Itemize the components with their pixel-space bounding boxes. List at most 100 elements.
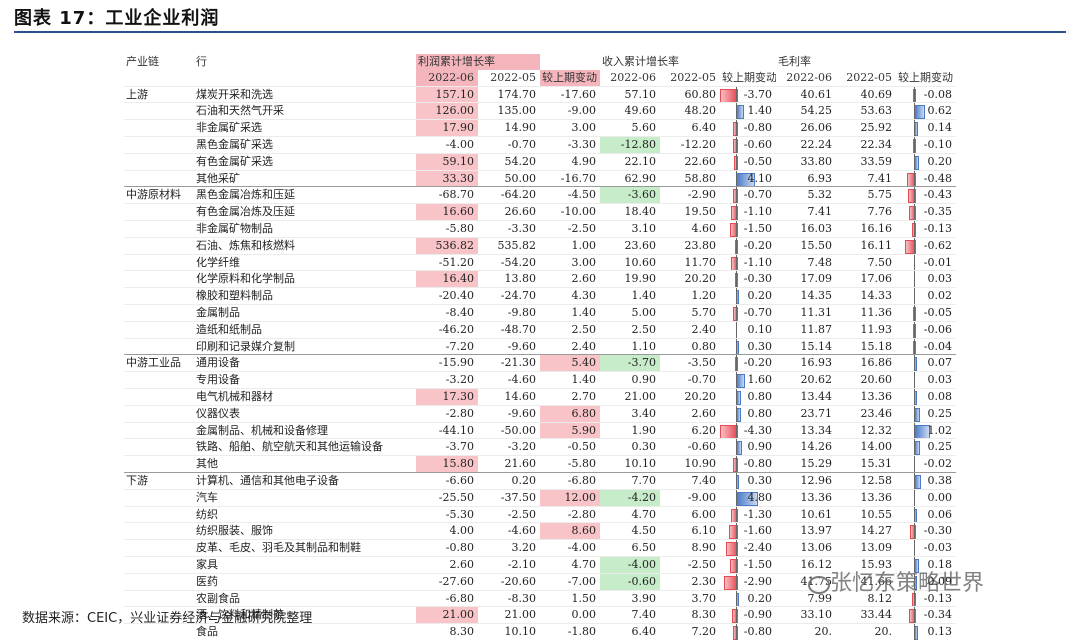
change-value: -0.05 (923, 305, 952, 319)
chain-cell (124, 606, 194, 624)
revenue-change-cell: -0.70 (720, 186, 776, 204)
margin-cell: 25.92 (836, 119, 896, 137)
change-value: 4.10 (747, 171, 773, 185)
chain-cell (124, 219, 194, 238)
change-value: 0.08 (927, 389, 953, 403)
industry-cell: 黑色金属矿采选 (194, 135, 416, 154)
revenue-change-cell: -1.30 (720, 505, 776, 523)
revenue-change-cell: -0.80 (720, 455, 776, 473)
industry-cell: 电气机械和器材 (194, 387, 416, 406)
revenue-cell: 6.40 (660, 119, 720, 137)
decrease-bar (729, 222, 738, 237)
bar-axis (736, 171, 737, 187)
bar-axis (736, 574, 737, 590)
industry-cell: 煤炭开采和洗选 (194, 85, 416, 103)
decrease-bar (909, 525, 916, 540)
profit-cell: -6.60 (416, 471, 478, 490)
revenue-cell: -2.90 (660, 186, 720, 204)
profit-cell: 17.30 (416, 387, 478, 406)
change-value: -0.90 (743, 608, 772, 622)
profit-cell: 174.70 (478, 85, 540, 103)
margin-change-cell: 0.00 (896, 488, 956, 507)
table-row: 黑色金属矿采选 -4.00 -0.70 -3.30 -12.80 -12.20 -0.60 2… (124, 135, 956, 154)
chain-cell (124, 102, 194, 120)
col-header: 2022-06 (610, 70, 656, 84)
industry-cell: 造纸和纸制品 (194, 320, 416, 339)
chain-cell: 中游原材料 (124, 186, 194, 204)
margin-cell: 6.93 (776, 169, 836, 187)
margin-cell: 23.46 (836, 404, 896, 423)
bar-axis (736, 607, 737, 624)
bar-axis (914, 271, 915, 288)
revenue-cell: 0.90 (600, 371, 660, 389)
margin-cell: 10.55 (836, 505, 896, 523)
bar-axis (914, 120, 915, 136)
profit-cell: -9.00 (540, 102, 600, 120)
profit-table: 产业链 行 利润累计增长率 收入累计增长率 毛利率 2022-06 2022-0… (124, 54, 956, 640)
profit-cell: -16.70 (540, 169, 600, 187)
chain-cell: 下游 (124, 471, 194, 490)
decrease-bar (725, 542, 738, 557)
profit-cell: -3.70 (416, 438, 478, 456)
margin-cell: 16.86 (836, 354, 896, 372)
revenue-cell: 2.60 (660, 404, 720, 423)
change-value: 4.80 (747, 490, 773, 504)
revenue-change-cell: -0.30 (720, 270, 776, 288)
col-header: 2022-05 (846, 70, 892, 84)
profit-cell: -0.80 (416, 539, 478, 557)
profit-cell: -17.60 (540, 85, 600, 103)
revenue-cell: -0.70 (660, 371, 720, 389)
bar-axis (914, 305, 915, 321)
revenue-cell: 1.90 (600, 421, 660, 439)
profit-cell: 126.00 (416, 102, 478, 120)
change-value: -1.50 (743, 221, 772, 235)
industry-cell: 农副食品 (194, 589, 416, 607)
profit-cell: -4.00 (416, 135, 478, 154)
change-value: 0.13 (927, 625, 953, 639)
figure-title: 图表 17：工业企业利润 (14, 8, 220, 29)
profit-cell: 2.60 (540, 270, 600, 288)
table-row: 纺织 -5.30 -2.50 -2.80 4.70 6.00 -1.30 10.61 10.55… (124, 505, 956, 523)
revenue-cell: 10.10 (600, 455, 660, 473)
chain-cell: 上游 (124, 85, 194, 103)
margin-change-cell: -0.06 (896, 320, 956, 339)
table-row: 仪器仪表 -2.80 -9.60 6.80 3.40 2.60 0.80 23.71 23.46… (124, 404, 956, 423)
bar-axis (736, 355, 737, 372)
profit-cell: -21.30 (478, 354, 540, 372)
profit-cell: 1.40 (540, 303, 600, 322)
revenue-cell: 20.20 (660, 270, 720, 288)
col-header: 2022-06 (786, 70, 832, 84)
table-row: 皮革、毛皮、羽毛及其制品和制鞋 -0.80 3.20 -4.00 6.50 8.90 -2.… (124, 539, 956, 557)
table-row: 化学纤维 -51.20 -54.20 3.00 10.60 11.70 -1.10 7.48 7… (124, 253, 956, 271)
margin-change-cell: -0.43 (896, 186, 956, 204)
profit-cell: 8.60 (540, 522, 600, 540)
revenue-change-cell: -1.50 (720, 219, 776, 238)
bar-axis (914, 221, 915, 237)
revenue-cell: -12.80 (600, 135, 660, 154)
table-row: 上游 煤炭开采和洗选 157.10 174.70 -17.60 57.10 60.80 -3.… (124, 85, 956, 103)
chain-cell (124, 152, 194, 171)
margin-cell: 20.62 (776, 371, 836, 389)
bar-axis (914, 288, 915, 304)
profit-cell: -2.50 (540, 219, 600, 238)
margin-cell: 15.93 (836, 555, 896, 574)
revenue-cell: 4.70 (600, 505, 660, 523)
profit-cell: -2.10 (478, 555, 540, 574)
revenue-change-cell: -1.50 (720, 555, 776, 574)
bar-axis (736, 372, 737, 388)
change-value: -0.01 (923, 255, 952, 269)
revenue-cell: 10.90 (660, 455, 720, 473)
industry-cell: 计算机、通信和其他电子设备 (194, 471, 416, 490)
table-row: 金属制品、机械和设备修理 -44.10 -50.00 5.90 1.90 6.20 -4.3… (124, 421, 956, 439)
bar-axis (914, 439, 915, 456)
margin-cell: 33.59 (836, 152, 896, 171)
bar-axis (736, 238, 737, 254)
margin-cell: 13.09 (836, 539, 896, 557)
bar-axis (736, 557, 737, 573)
profit-cell: -5.30 (416, 505, 478, 523)
bar-axis (914, 204, 915, 220)
margin-cell: 11.93 (836, 320, 896, 339)
change-value: -0.06 (923, 322, 952, 336)
change-value: 0.03 (927, 373, 953, 387)
revenue-change-cell: 1.40 (720, 102, 776, 120)
